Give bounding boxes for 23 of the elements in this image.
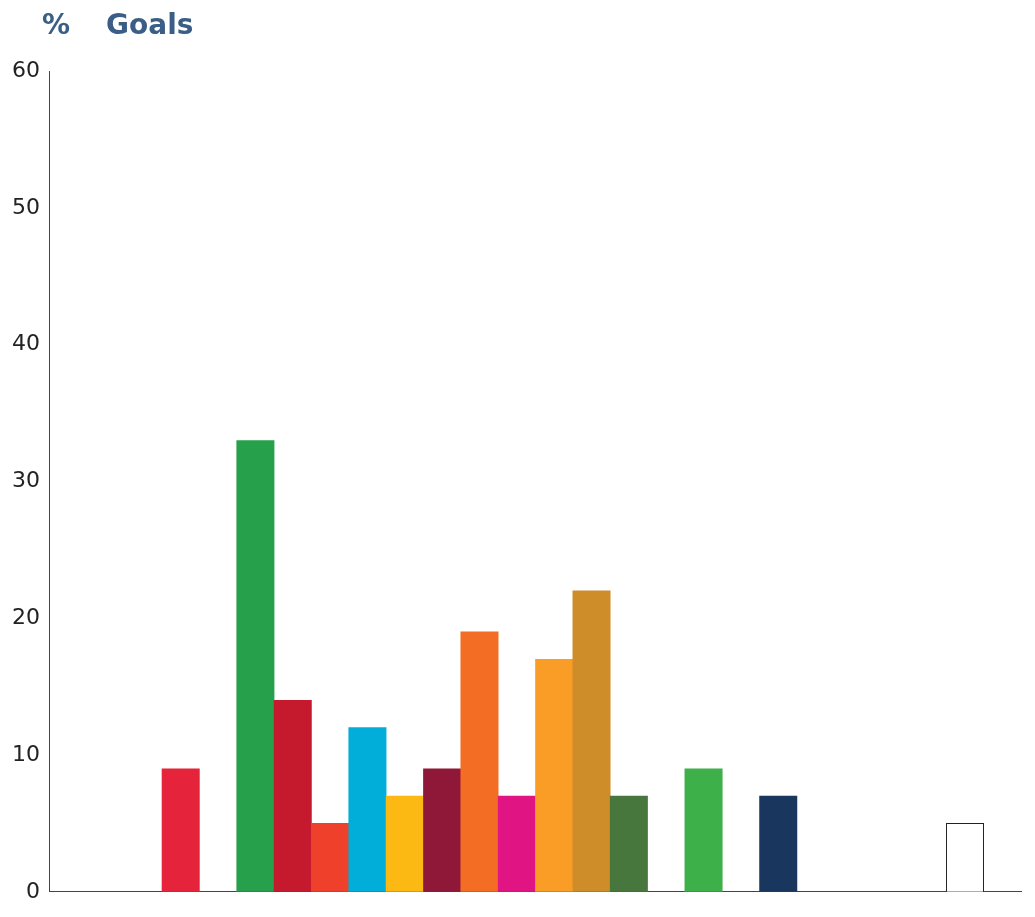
bar [572, 590, 611, 892]
bar [273, 700, 312, 892]
bar [535, 658, 574, 892]
bar [161, 768, 200, 892]
y-tick-label: 20 [11, 603, 40, 629]
bar [236, 440, 275, 892]
bar [460, 631, 499, 892]
bar [759, 795, 798, 892]
chart-title: Goals [106, 8, 194, 43]
bar [385, 795, 424, 892]
y-tick-label: 0 [25, 877, 40, 903]
y-tick-label: 30 [11, 467, 40, 493]
y-tick-label: 40 [11, 330, 40, 356]
bar [609, 795, 648, 892]
bar [348, 727, 387, 892]
bar [497, 795, 536, 892]
bar [423, 768, 462, 892]
bar [311, 823, 350, 892]
y-axis-title: % [42, 8, 71, 43]
y-tick-label: 10 [11, 740, 40, 766]
y-tick-label: 60 [11, 56, 40, 82]
y-tick-label: 50 [11, 193, 40, 219]
bar [684, 768, 723, 892]
